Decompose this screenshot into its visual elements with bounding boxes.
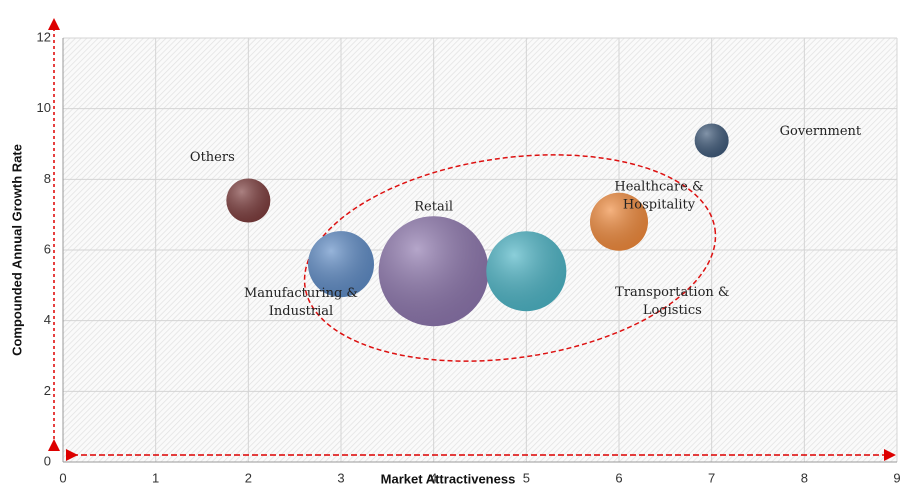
highlight-ellipse [303, 154, 717, 362]
bubble-label: Others [190, 150, 235, 165]
y-tick-label: 0 [44, 453, 51, 468]
bubble-label: Transportation & Logistics [615, 285, 729, 318]
x-tick-label: 9 [893, 470, 900, 485]
y-tick-label: 4 [44, 312, 51, 327]
bubble-label: Manufacturing & Industrial [244, 286, 358, 319]
bubble-shade [590, 192, 648, 251]
bubble-label: Healthcare & Hospitality [614, 179, 703, 212]
y-tick-label: 2 [44, 383, 51, 398]
bubble-shade [378, 216, 489, 327]
bubble-label: Government [780, 124, 862, 139]
x-tick-label: 5 [523, 470, 530, 485]
x-tick-label: 7 [708, 470, 715, 485]
x-tick-label: 8 [801, 470, 808, 485]
bubble-shade [694, 123, 729, 158]
x-tick-label: 6 [615, 470, 622, 485]
y-tick-label: 10 [37, 100, 51, 115]
y-axis-title: Compounded Annual Growth Rate [9, 144, 24, 356]
y-tick-label: 6 [44, 241, 51, 256]
x-tick-label: 4 [430, 470, 437, 485]
bubble-shade [308, 231, 374, 298]
y-tick-label: 12 [37, 29, 51, 44]
bubble-label: Retail [414, 200, 453, 215]
y-tick-label: 8 [44, 171, 51, 186]
bubble-shade [486, 231, 567, 312]
x-tick-label: 1 [152, 470, 159, 485]
x-tick-label: 3 [337, 470, 344, 485]
x-tick-label: 2 [245, 470, 252, 485]
x-tick-label: 0 [59, 470, 66, 485]
bubble-shade [226, 178, 271, 223]
x-axis-title: Market Attractiveness [381, 471, 516, 486]
